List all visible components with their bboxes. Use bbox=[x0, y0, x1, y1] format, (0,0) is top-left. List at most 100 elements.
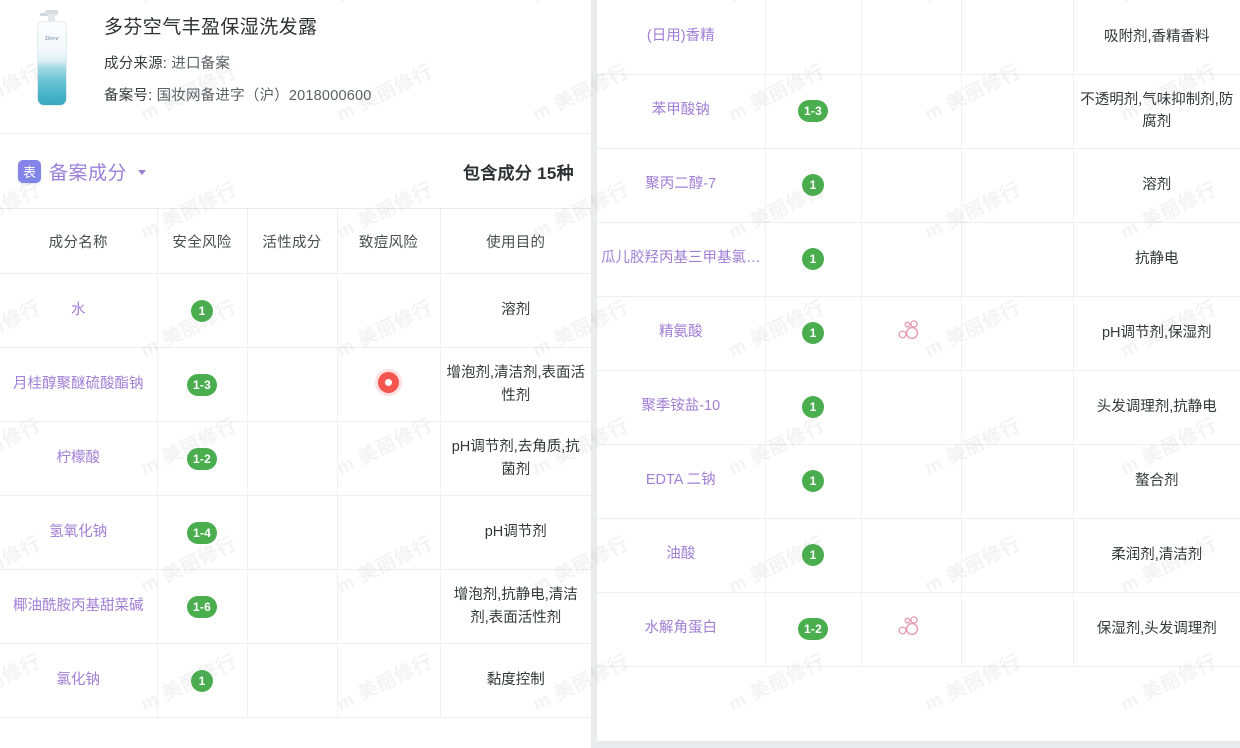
table-row[interactable]: 油酸 1 柔润剂,清洁剂 bbox=[597, 518, 1240, 593]
cell-active-ingredient bbox=[247, 421, 338, 496]
safety-risk-badge: 1-4 bbox=[187, 521, 217, 544]
cell-purpose: 增泡剂,抗静电,清洁剂,表面活性剂 bbox=[440, 569, 591, 644]
safety-risk-badge: 1 bbox=[191, 669, 213, 692]
cell-acne-risk bbox=[961, 148, 1074, 223]
cell-acne-risk bbox=[337, 495, 441, 570]
cell-purpose: 头发调理剂,抗静电 bbox=[1073, 370, 1240, 445]
table-row[interactable]: 聚季铵盐-10 1 头发调理剂,抗静电 bbox=[597, 370, 1240, 445]
table-row[interactable]: 氯化钠 1 黏度控制 bbox=[0, 643, 591, 718]
safety-risk-badge: 1 bbox=[802, 322, 824, 344]
safety-risk-badge: 1 bbox=[802, 174, 824, 196]
cell-ingredient-name[interactable]: EDTA 二钠 bbox=[597, 444, 766, 519]
cell-purpose: 保湿剂,头发调理剂 bbox=[1073, 592, 1240, 667]
safety-risk-badge: 1 bbox=[802, 248, 824, 270]
table-row[interactable]: EDTA 二钠 1 螯合剂 bbox=[597, 444, 1240, 519]
cell-acne-risk bbox=[961, 222, 1074, 297]
product-info: 多芬空气丰盈保湿洗发露 成分来源: 进口备案 备案号: 国妆网备进字（沪）201… bbox=[104, 6, 372, 133]
cell-safety-risk: 1-4 bbox=[157, 495, 248, 570]
cell-ingredient-name[interactable]: 椰油酰胺丙基甜菜碱 bbox=[0, 569, 158, 644]
safety-risk-badge: 1-6 bbox=[187, 595, 217, 618]
cell-ingredient-name[interactable]: 瓜儿胶羟丙基三甲基氯… bbox=[597, 222, 766, 297]
cell-active-ingredient bbox=[861, 296, 962, 371]
cell-safety-risk: 1 bbox=[157, 273, 248, 348]
cell-active-ingredient bbox=[247, 569, 338, 644]
cell-ingredient-name[interactable]: 精氨酸 bbox=[597, 296, 766, 371]
cell-acne-risk bbox=[337, 643, 441, 718]
ingredient-source-dropdown[interactable]: 表 备案成分 bbox=[18, 158, 147, 185]
cell-acne-risk bbox=[337, 273, 441, 348]
cell-ingredient-name[interactable]: 氢氧化钠 bbox=[0, 495, 158, 570]
product-source-label: 成分来源: bbox=[104, 56, 168, 72]
cell-ingredient-name[interactable]: 柠檬酸 bbox=[0, 421, 158, 496]
safety-risk-badge: 1 bbox=[802, 544, 824, 566]
cell-ingredient-name[interactable]: 氯化钠 bbox=[0, 643, 158, 718]
ingredient-table-left-body: 水 1 溶剂 月桂醇聚醚硫酸酯钠 1-3 增泡剂,清洁剂,表面活性剂 柠檬酸 1-2 pH调节剂… bbox=[0, 273, 591, 718]
active-ingredient-icon bbox=[896, 614, 926, 640]
table-header-row: 成分名称 安全风险 活性成分 致痘风险 使用目的 bbox=[0, 209, 591, 274]
cell-acne-risk bbox=[337, 347, 441, 422]
cell-active-ingredient bbox=[861, 0, 962, 75]
cell-active-ingredient bbox=[247, 273, 338, 348]
safety-risk-badge: 1-2 bbox=[798, 618, 828, 640]
product-bottle-icon: Dove bbox=[35, 10, 69, 106]
cell-active-ingredient bbox=[247, 495, 338, 570]
cell-active-ingredient bbox=[861, 518, 962, 593]
safety-risk-badge: 1 bbox=[802, 470, 824, 492]
active-ingredient-icon bbox=[896, 318, 926, 344]
cell-ingredient-name[interactable]: (日用)香精 bbox=[597, 0, 766, 75]
cell-ingredient-name[interactable]: 油酸 bbox=[597, 518, 766, 593]
safety-risk-badge: 1-3 bbox=[187, 373, 217, 396]
cell-safety-risk: 1-3 bbox=[157, 347, 248, 422]
cell-safety-risk: 1 bbox=[765, 296, 862, 371]
cell-purpose: 黏度控制 bbox=[440, 643, 591, 718]
cell-active-ingredient bbox=[861, 444, 962, 519]
acne-risk-icon bbox=[378, 372, 399, 393]
cell-safety-risk: 1-6 bbox=[157, 569, 248, 644]
cell-active-ingredient bbox=[861, 148, 962, 223]
cell-active-ingredient bbox=[247, 643, 338, 718]
table-row[interactable]: 苯甲酸钠 1-3 不透明剂,气味抑制剂,防腐剂 bbox=[597, 74, 1240, 149]
table-row[interactable]: (日用)香精 吸附剂,香精香料 bbox=[597, 0, 1240, 75]
cell-safety-risk: 1 bbox=[765, 444, 862, 519]
cell-acne-risk bbox=[961, 74, 1074, 149]
cell-acne-risk bbox=[961, 0, 1074, 75]
cell-purpose: 不透明剂,气味抑制剂,防腐剂 bbox=[1073, 74, 1240, 149]
product-thumbnail[interactable]: Dove bbox=[0, 6, 104, 133]
table-row[interactable]: 聚丙二醇-7 1 溶剂 bbox=[597, 148, 1240, 223]
table-row[interactable]: 精氨酸 1 pH调节剂,保湿剂 bbox=[597, 296, 1240, 371]
ingredient-source-label: 备案成分 bbox=[49, 162, 128, 184]
cell-safety-risk: 1 bbox=[765, 370, 862, 445]
table-row[interactable]: 水解角蛋白 1-2 保湿剂,头发调理剂 bbox=[597, 592, 1240, 667]
table-row[interactable]: 氢氧化钠 1-4 pH调节剂 bbox=[0, 495, 591, 570]
table-row[interactable]: 椰油酰胺丙基甜菜碱 1-6 增泡剂,抗静电,清洁剂,表面活性剂 bbox=[0, 569, 591, 644]
chevron-down-icon bbox=[138, 170, 147, 175]
cell-ingredient-name[interactable]: 苯甲酸钠 bbox=[597, 74, 766, 149]
cell-active-ingredient bbox=[861, 370, 962, 445]
cell-safety-risk: 1 bbox=[765, 148, 862, 223]
column-header-acne: 致痘风险 bbox=[337, 209, 441, 274]
cell-purpose: 柔润剂,清洁剂 bbox=[1073, 518, 1240, 593]
cell-safety-risk: 1-2 bbox=[765, 592, 862, 667]
cell-ingredient-name[interactable]: 聚季铵盐-10 bbox=[597, 370, 766, 445]
cell-purpose: 吸附剂,香精香料 bbox=[1073, 0, 1240, 75]
cell-ingredient-name[interactable]: 聚丙二醇-7 bbox=[597, 148, 766, 223]
cell-acne-risk bbox=[961, 444, 1074, 519]
cell-acne-risk bbox=[961, 518, 1074, 593]
product-source-row: 成分来源: 进口备案 bbox=[104, 52, 372, 73]
cell-ingredient-name[interactable]: 水解角蛋白 bbox=[597, 592, 766, 667]
table-row[interactable]: 柠檬酸 1-2 pH调节剂,去角质,抗菌剂 bbox=[0, 421, 591, 496]
table-row[interactable]: 月桂醇聚醚硫酸酯钠 1-3 增泡剂,清洁剂,表面活性剂 bbox=[0, 347, 591, 422]
table-row[interactable]: 瓜儿胶羟丙基三甲基氯… 1 抗静电 bbox=[597, 222, 1240, 297]
safety-risk-badge: 1 bbox=[802, 396, 824, 418]
cell-safety-risk bbox=[765, 0, 862, 75]
cell-purpose: 溶剂 bbox=[1073, 148, 1240, 223]
cell-active-ingredient bbox=[861, 74, 962, 149]
ingredient-table-left: 成分名称 安全风险 活性成分 致痘风险 使用目的 水 1 溶剂 月桂醇聚醚硫酸酯钠 1-… bbox=[0, 209, 591, 718]
cell-ingredient-name[interactable]: 水 bbox=[0, 273, 158, 348]
table-row[interactable]: 水 1 溶剂 bbox=[0, 273, 591, 348]
ingredient-panel-left: Dove 多芬空气丰盈保湿洗发露 成分来源: 进口备案 备案号: 国妆网备进字（… bbox=[0, 0, 591, 748]
cell-ingredient-name[interactable]: 月桂醇聚醚硫酸酯钠 bbox=[0, 347, 158, 422]
cell-purpose: pH调节剂,保湿剂 bbox=[1073, 296, 1240, 371]
safety-risk-badge: 1-2 bbox=[187, 447, 217, 470]
column-header-active: 活性成分 bbox=[247, 209, 338, 274]
